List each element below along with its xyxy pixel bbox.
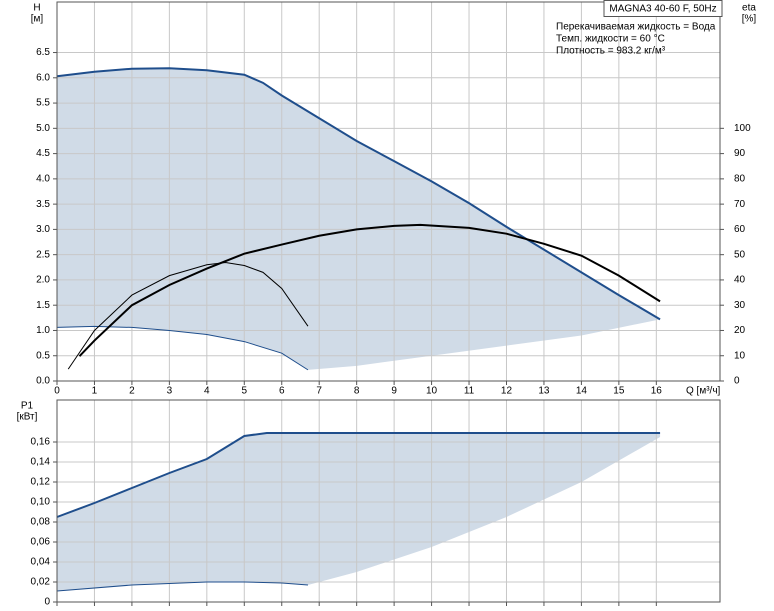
y-tick-label: 0,08 — [31, 517, 51, 528]
y-tick-label: 2.0 — [36, 275, 50, 286]
y-axis-unit: [м] — [31, 14, 44, 25]
y2-tick-label: 60 — [734, 224, 746, 235]
y-axis-label: P1 — [21, 401, 34, 412]
x-tick-label: 0 — [54, 386, 60, 397]
y-tick-label: 3.0 — [36, 224, 50, 235]
y-tick-label: 1.5 — [36, 300, 50, 311]
x-tick-label: 15 — [613, 386, 625, 397]
y-tick-label: 4.5 — [36, 148, 50, 159]
x-tick-label: 8 — [354, 386, 360, 397]
y-tick-label: 0,06 — [31, 537, 51, 548]
x-axis-label: Q [м³/ч] — [686, 386, 721, 397]
y-tick-label: 6.0 — [36, 72, 50, 83]
title-box — [603, 0, 723, 17]
y2-tick-label: 30 — [734, 300, 746, 311]
y-tick-label: 0,16 — [31, 437, 51, 448]
y2-tick-label: 50 — [734, 249, 746, 260]
y2-tick-label: 80 — [734, 174, 746, 185]
y2-axis-label: eta — [742, 3, 756, 14]
plot-frame — [56, 1, 721, 382]
x-tick-label: 11 — [464, 386, 475, 397]
curve — [56, 432, 661, 518]
x-tick-label: 16 — [651, 386, 663, 397]
x-tick-label: 6 — [279, 386, 285, 397]
plot-frame — [56, 399, 721, 603]
x-tick-label: 9 — [391, 386, 397, 397]
y-tick-label: 0,02 — [31, 577, 51, 588]
y2-tick-label: 100 — [734, 123, 751, 134]
y-tick-label: 5.5 — [36, 98, 50, 109]
x-tick-label: 12 — [501, 386, 513, 397]
x-tick-label: 3 — [167, 386, 173, 397]
y-tick-label: 5.0 — [36, 123, 50, 134]
operating-region — [57, 433, 661, 591]
operating-region — [57, 68, 661, 370]
x-tick-label: 5 — [242, 386, 248, 397]
curve — [67, 261, 309, 370]
y2-tick-label: 20 — [734, 325, 746, 336]
y-tick-label: 0,10 — [31, 497, 51, 508]
y2-tick-label: 40 — [734, 275, 746, 286]
y-axis-label: H — [33, 3, 40, 14]
y-tick-label: 0,04 — [31, 557, 51, 568]
y-axis-unit: [кВт] — [17, 412, 38, 423]
curve — [78, 223, 661, 357]
x-tick-label: 14 — [576, 386, 588, 397]
y2-tick-label: 70 — [734, 199, 746, 210]
y-tick-label: 0.0 — [36, 376, 50, 387]
y2-tick-label: 10 — [734, 350, 746, 361]
y-tick-label: 0,14 — [31, 457, 51, 468]
y-tick-label: 0,12 — [31, 477, 51, 488]
curve — [56, 67, 661, 321]
y-tick-label: 6.5 — [36, 47, 50, 58]
y-tick-label: 0 — [44, 597, 50, 608]
x-tick-label: 2 — [129, 386, 135, 397]
chart-title: MAGNA3 40-60 F, 50Hz — [609, 4, 716, 15]
x-tick-label: 4 — [204, 386, 210, 397]
curve — [56, 325, 309, 371]
annotation: Темп. жидкости = 60 °C — [556, 34, 665, 45]
x-tick-label: 7 — [316, 386, 322, 397]
x-tick-label: 1 — [92, 386, 98, 397]
y-tick-label: 1.0 — [36, 325, 50, 336]
y-tick-label: 4.0 — [36, 174, 50, 185]
y2-axis-unit: [%] — [742, 14, 757, 25]
y2-tick-label: 90 — [734, 148, 746, 159]
y-tick-label: 2.5 — [36, 249, 50, 260]
x-tick-label: 10 — [426, 386, 438, 397]
x-tick-label: 13 — [538, 386, 550, 397]
curve — [56, 581, 309, 592]
annotation: Плотность = 983.2 кг/м³ — [556, 46, 666, 57]
y2-tick-label: 0 — [734, 376, 740, 387]
y-tick-label: 0.5 — [36, 350, 50, 361]
annotation: Перекачиваемая жидкость = Вода — [556, 22, 716, 33]
y-tick-label: 3.5 — [36, 199, 50, 210]
